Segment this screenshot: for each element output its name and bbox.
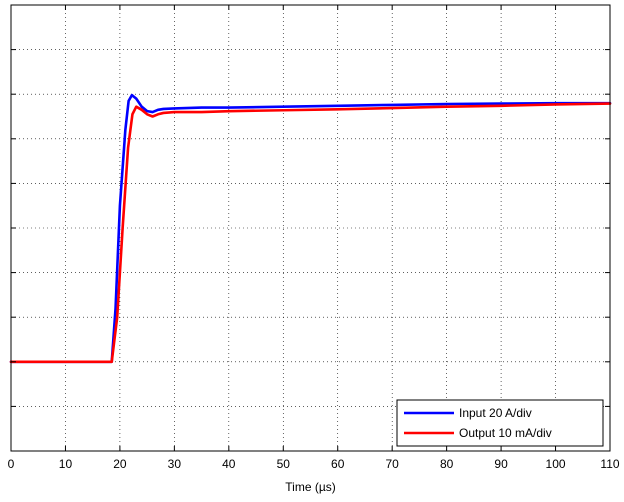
legend-label-1: Output 10 mA/div (459, 426, 552, 440)
x-tick-label: 90 (494, 457, 508, 471)
x-tick-label: 40 (222, 457, 236, 471)
x-tick-label: 20 (113, 457, 127, 471)
x-tick-label: 110 (600, 457, 619, 471)
x-tick-label: 0 (8, 457, 15, 471)
x-tick-label: 70 (386, 457, 400, 471)
x-tick-label: 30 (168, 457, 182, 471)
x-tick-label: 80 (440, 457, 454, 471)
grid (11, 5, 610, 451)
x-tick-label: 100 (546, 457, 566, 471)
legend-label-0: Input 20 A/div (459, 406, 532, 420)
series-layer (9, 93, 612, 364)
legend: Input 20 A/div Output 10 mA/div (396, 399, 604, 447)
series-line-0 (9, 93, 612, 364)
x-axis-label: Time (µs) (285, 480, 335, 494)
x-tick-label: 60 (331, 457, 345, 471)
ticks: 0 10 20 30 40 50 60 70 80 90 100 110 (8, 4, 620, 471)
legend-box (396, 399, 604, 447)
plot-frame (10, 4, 611, 452)
series-line-1 (9, 102, 612, 364)
x-tick-label: 10 (59, 457, 73, 471)
x-tick-label: 50 (277, 457, 291, 471)
